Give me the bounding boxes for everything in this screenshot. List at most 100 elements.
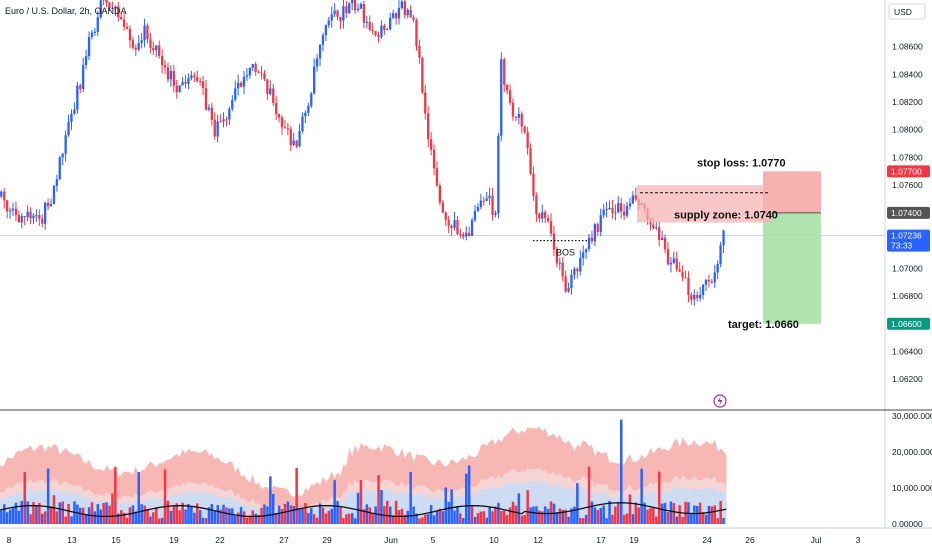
volume-bar: [567, 516, 570, 524]
volume-bar: [704, 514, 708, 524]
candle-body: [8, 210, 12, 212]
volume-bar: [8, 509, 12, 524]
candle-body: [251, 64, 254, 68]
volume-bar: [599, 507, 602, 524]
volume-bar: [222, 504, 225, 524]
volume-bar: [315, 517, 319, 524]
candle-body: [283, 127, 287, 129]
candle-body: [468, 232, 471, 236]
candle-body: [681, 271, 684, 278]
volume-bar: [64, 516, 67, 524]
volume-bar: [251, 510, 254, 524]
volume-bar: [444, 487, 447, 524]
candle-body: [321, 35, 325, 45]
candle-body: [710, 281, 713, 283]
candle-body: [26, 211, 29, 218]
time-axis-label: 19: [629, 535, 639, 545]
candle-body: [14, 208, 18, 216]
candle-body: [239, 82, 243, 87]
volume-bar: [482, 511, 485, 524]
candle-body: [330, 14, 333, 21]
candle-body: [231, 100, 234, 109]
candle-body: [435, 168, 439, 186]
candle-body: [374, 31, 377, 35]
volume-bar: [236, 512, 240, 524]
volume-bar: [403, 514, 407, 524]
candle-body: [570, 274, 573, 289]
volume-bar: [245, 517, 249, 524]
candle-body: [204, 88, 208, 110]
volume-bar: [23, 472, 26, 524]
volume-bar: [90, 502, 94, 524]
volume-bar: [166, 500, 170, 524]
candle-body: [394, 13, 398, 19]
time-axis-label: 22: [215, 535, 225, 545]
volume-bar: [532, 506, 535, 524]
volume-bar: [26, 501, 29, 524]
volume-bar: [96, 504, 100, 524]
overlay: stop loss: 1.0770 supply zone: 1.0740 targ…: [5, 6, 799, 408]
volume-bar: [32, 502, 35, 524]
volume-bar: [520, 515, 524, 524]
volume-bar: [140, 504, 143, 524]
price-tick-label: 1.07000: [892, 263, 923, 273]
entry-price-tag-bg: [887, 206, 930, 219]
candle-body: [511, 102, 515, 117]
candle-body: [397, 8, 401, 19]
candle-body: [383, 25, 386, 30]
volume-bar: [415, 513, 418, 524]
volume-bar: [389, 506, 392, 524]
candle-body: [655, 227, 658, 229]
volume-bar: [146, 508, 149, 524]
countdown-tag: 73:33: [891, 241, 913, 251]
candle-body: [447, 219, 450, 226]
candle-body: [456, 220, 459, 234]
stop-loss-label: stop loss: 1.0770: [697, 157, 786, 169]
candle-body: [620, 203, 623, 212]
candle-body: [38, 215, 41, 219]
candle-body: [666, 249, 670, 265]
volume-bar: [634, 502, 638, 524]
candle-body: [409, 9, 412, 18]
volume-bar: [658, 471, 661, 524]
volume-bar: [70, 516, 73, 524]
volume-bar: [231, 508, 234, 524]
lightning-icon-bolt: [717, 396, 723, 406]
candle-body: [254, 64, 257, 72]
candle-body: [96, 17, 99, 32]
candle-body: [421, 57, 424, 93]
volume-bar: [424, 514, 427, 524]
volume-bar: [605, 518, 608, 524]
volume-bar: [713, 505, 716, 524]
candle-body: [506, 84, 509, 91]
volume-bar: [386, 500, 389, 524]
volume-bar: [304, 503, 307, 524]
candle-body: [55, 179, 58, 186]
candle-body: [412, 17, 415, 21]
volume-bar: [511, 501, 515, 524]
candle-body: [196, 77, 199, 81]
candle-body: [210, 107, 213, 120]
target-price-tag-bg: [887, 317, 930, 330]
time-axis-label: 17: [596, 535, 606, 545]
candle-body: [541, 212, 544, 219]
volume-bar: [286, 501, 290, 524]
candle-body: [70, 113, 73, 122]
volume-bar: [473, 517, 477, 524]
candle-body: [508, 90, 512, 103]
price-tick-label: 1.06800: [892, 291, 923, 301]
volume-bar: [503, 510, 506, 524]
volume-bar: [526, 490, 529, 524]
volume-bar: [470, 505, 474, 524]
candle-body: [11, 208, 15, 211]
candle-body: [234, 88, 237, 100]
candle-body: [32, 215, 35, 219]
candle-body: [488, 195, 491, 199]
volume-bar: [131, 505, 135, 524]
volume-bar: [52, 495, 56, 524]
volume-bar: [435, 511, 439, 524]
candle-body: [307, 105, 310, 113]
candle-body: [549, 221, 553, 234]
volume-bar: [716, 518, 719, 524]
